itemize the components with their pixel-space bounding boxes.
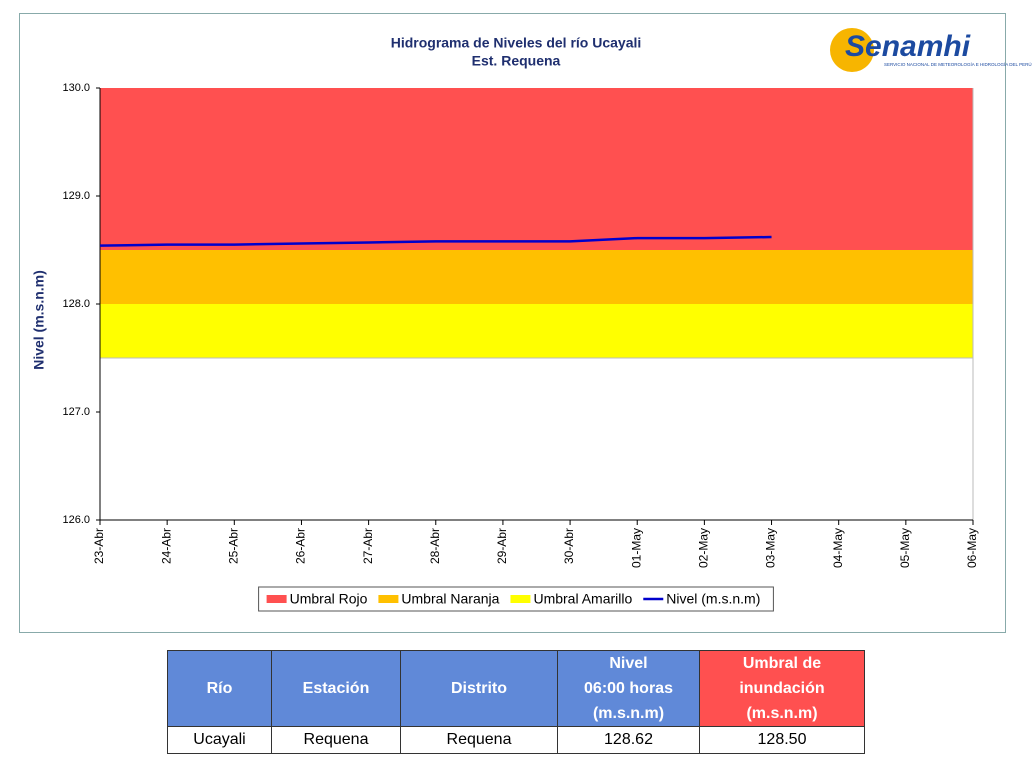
table-header-cell: Río xyxy=(167,650,272,727)
table-header-cell: Distrito xyxy=(400,650,558,727)
legend-swatch xyxy=(266,595,287,603)
y-tick-label: 127.0 xyxy=(62,406,90,418)
legend: Umbral Rojo Umbral Naranja Umbral Amarillo… xyxy=(258,586,774,612)
legend-label: Umbral Amarillo xyxy=(533,591,632,607)
x-tick-label: 01-May xyxy=(629,528,643,568)
x-tick-label: 28-Abr xyxy=(428,528,442,564)
legend-label: Umbral Naranja xyxy=(401,591,499,607)
x-tick-label: 04-May xyxy=(831,528,845,568)
y-axis-label: Nivel (m.s.n.m) xyxy=(31,270,47,370)
table-header-cell: Estación xyxy=(271,650,401,727)
table-row: Ucayali Requena Requena 128.62 128.50 xyxy=(167,726,865,754)
legend-item: Umbral Rojo xyxy=(266,591,368,607)
line xyxy=(99,235,772,247)
x-tick-label: 23-Abr xyxy=(92,528,106,564)
legend-label: Umbral Rojo xyxy=(290,591,368,607)
legend-swatch xyxy=(378,595,399,603)
table-cell: Requena xyxy=(400,726,558,754)
y-tick-label: 129.0 xyxy=(62,190,90,202)
table-cell: 128.62 xyxy=(557,726,700,754)
table-cell: 128.50 xyxy=(699,726,865,754)
table-header-cell: Nivel 06:00 horas (m.s.n.m) xyxy=(557,650,700,727)
chart-subtitle: Est. Requena xyxy=(472,53,561,69)
table: Río Estación Distrito Nivel 06:00 horas … xyxy=(167,650,865,754)
logo: Senamhi SERVICIO NACIONAL DE METEOROLOGÍ… xyxy=(830,28,1032,72)
table-cell: Requena xyxy=(271,726,401,754)
x-tick-label: 26-Abr xyxy=(294,528,308,564)
x-tick-label: 24-Abr xyxy=(159,528,173,564)
x-tick-label: 27-Abr xyxy=(361,528,375,564)
x-tick-label: 02-May xyxy=(697,528,711,568)
y-tick-label: 130.0 xyxy=(62,82,90,94)
x-tick-label: 25-Abr xyxy=(226,528,240,564)
table-cell: Ucayali xyxy=(167,726,272,754)
table-header-cell: Umbral de inundación (m.s.n.m) xyxy=(699,650,865,727)
threshold-band xyxy=(100,304,973,358)
legend-label: Nivel (m.s.n.m) xyxy=(666,591,760,607)
y-tick-label: 128.0 xyxy=(62,298,90,310)
y-tick-label: 126.0 xyxy=(62,514,90,526)
x-tick-label: 30-Abr xyxy=(562,528,576,564)
x-tick-label: 29-Abr xyxy=(495,528,509,564)
threshold-band xyxy=(100,250,973,304)
threshold-band xyxy=(100,88,973,250)
x-tick-label: 05-May xyxy=(898,528,912,568)
x-tick-label: 06-May xyxy=(965,528,979,568)
legend-item: Umbral Amarillo xyxy=(510,591,632,607)
logo-tagline: SERVICIO NACIONAL DE METEOROLOGÍA E HIDR… xyxy=(884,61,1032,67)
x-tick-label: 03-May xyxy=(764,528,778,568)
chart: Hidrograma de Niveles del río Ucayali Es… xyxy=(19,13,1032,633)
legend-item: Nivel (m.s.n.m) xyxy=(643,591,760,607)
legend-swatch xyxy=(510,595,531,603)
logo-name: Senamhi xyxy=(845,30,971,63)
legend-item: Umbral Naranja xyxy=(378,591,500,607)
table-header: Río Estación Distrito Nivel 06:00 horas … xyxy=(167,650,865,727)
logo-sun xyxy=(830,28,874,72)
chart-title: Hidrograma de Niveles del río Ucayali xyxy=(391,35,642,51)
